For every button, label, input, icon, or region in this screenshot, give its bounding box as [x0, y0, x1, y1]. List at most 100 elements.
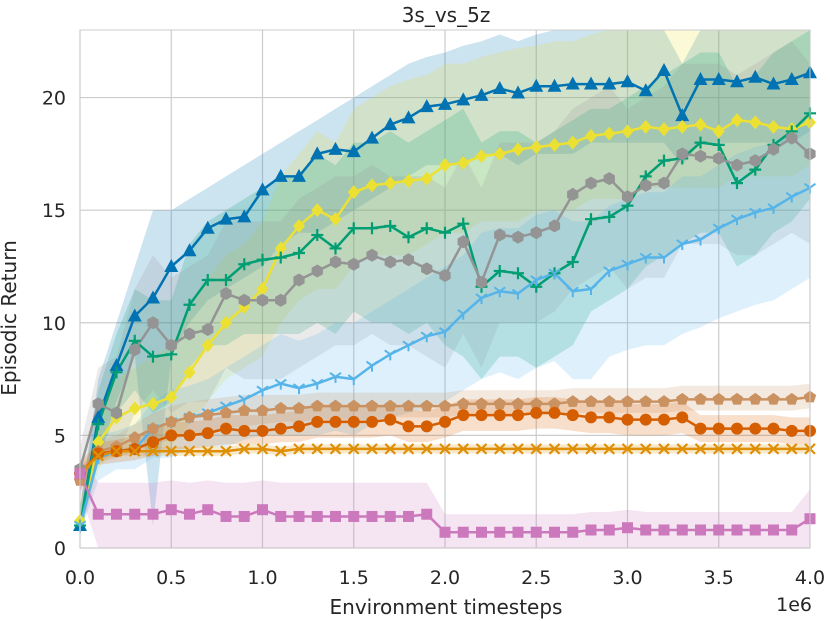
orange-circle-marker: [731, 422, 743, 435]
amber-x-marker: [329, 443, 342, 455]
yellow-diamond-marker: [183, 365, 196, 380]
amber-x-marker: [658, 443, 670, 455]
green-plus-marker: [731, 177, 743, 190]
pink-square-marker: [749, 524, 761, 536]
pink-square-marker: [366, 510, 378, 522]
amber-x-marker: [712, 443, 725, 455]
yellow-diamond-marker: [639, 119, 652, 134]
yellow-diamond-marker: [475, 149, 488, 164]
light-blue-tri-marker: [384, 349, 397, 361]
green-plus-marker: [658, 154, 670, 167]
pink-square-marker: [731, 524, 743, 536]
tan-pentagon-marker: [438, 399, 452, 412]
amber-x-marker: [475, 443, 488, 455]
yellow-diamond-marker: [457, 155, 470, 170]
orange-circle-marker: [183, 429, 196, 442]
tan-pentagon-marker: [694, 392, 707, 405]
orange-circle-marker: [658, 413, 670, 426]
x-axis-label: Environment timesteps: [330, 595, 563, 619]
light-blue-tri-marker: [438, 326, 452, 338]
amber-x-marker: [731, 443, 743, 455]
orange-circle-marker: [548, 406, 561, 419]
grey-hexagon-marker: [731, 158, 743, 172]
amber-x-marker: [92, 449, 105, 462]
orange-circle-marker: [165, 429, 178, 442]
green-plus-band: [80, 30, 810, 537]
pink-square-marker: [111, 508, 122, 520]
grey-hexagon-marker: [786, 131, 798, 145]
yellow-diamond-marker: [749, 115, 762, 130]
pink-square-marker: [184, 508, 195, 520]
amber-x-marker: [493, 443, 506, 455]
amber-x-band: [80, 444, 810, 481]
grey-hexagon-marker: [202, 323, 214, 336]
green-plus-marker: [457, 217, 470, 230]
orange-circle-marker: [201, 427, 214, 440]
grey-hexagon-marker: [183, 327, 196, 341]
plot-frame: [79, 29, 811, 549]
blue-triangle-marker: [383, 117, 398, 131]
blue-triangle-marker: [91, 409, 106, 423]
green-plus-marker: [110, 366, 123, 379]
pink-square-marker: [768, 524, 779, 536]
y-tick-label: 15: [42, 200, 66, 222]
tan-pentagon-marker: [329, 399, 342, 412]
x-tick-labels: 0.0 0.5 1.0 1.5 2.0 2.5 3.0 3.5 4.0: [65, 567, 825, 589]
blue-triangle-marker: [620, 74, 635, 88]
blue-triangle-marker: [492, 81, 507, 95]
light-blue-tri-marker: [639, 252, 652, 264]
pink-square-marker: [293, 510, 305, 522]
orange-circle-marker: [566, 409, 579, 422]
grey-hexagon-marker: [457, 235, 469, 249]
green-plus-marker: [220, 273, 232, 286]
amber-x-marker: [548, 443, 561, 455]
blue-triangle-marker: [127, 308, 142, 322]
grey-hexagon-marker: [220, 287, 232, 300]
blue-triangle-marker: [292, 168, 306, 182]
blue-triangle-marker: [456, 92, 471, 106]
light-blue-tri-marker: [584, 284, 598, 295]
light-blue-tri-marker: [511, 288, 525, 300]
light-blue-tri-marker: [311, 378, 324, 390]
pink-square-marker: [384, 510, 396, 522]
green-plus-marker: [366, 222, 378, 235]
yellow-diamond-marker: [165, 390, 178, 405]
tan-pentagon-marker: [511, 397, 525, 410]
tan-pentagon-marker: [347, 399, 360, 412]
grey-hexagon-marker: [329, 255, 342, 269]
amber-x-marker: [767, 443, 780, 455]
grey-hexagon-marker: [147, 316, 159, 330]
amber-x-marker: [128, 445, 141, 457]
tan-pentagon-marker: [384, 399, 397, 412]
tan-pentagon-marker: [256, 404, 269, 416]
pink-square-marker: [658, 524, 670, 536]
tan-pentagon-marker: [183, 410, 196, 423]
tan-pentagon-marker: [639, 395, 652, 407]
y-tick-label: 5: [54, 425, 66, 447]
amber-x-marker: [384, 443, 397, 455]
green-plus-marker: [347, 222, 360, 235]
yellow-diamond-marker: [676, 119, 689, 134]
blue-triangle-marker: [584, 76, 598, 90]
amber-x-marker: [530, 443, 543, 455]
tan-pentagon-marker: [493, 397, 506, 410]
green-plus-marker: [402, 231, 415, 244]
grey-hexagon-marker: [165, 338, 177, 352]
green-plus-marker: [694, 136, 707, 149]
pink-square-marker: [421, 508, 433, 520]
light-blue-tri-marker: [712, 223, 725, 235]
amber-x-marker: [347, 443, 360, 455]
amber-x-marker: [366, 443, 378, 455]
tan-pentagon-marker: [566, 395, 579, 407]
pink-square-marker: [238, 510, 250, 522]
pink-square-marker: [713, 524, 725, 536]
tan-pentagon-marker: [274, 401, 287, 414]
x-tick-label: 4.0: [795, 567, 825, 589]
x-tick-label: 0.0: [65, 567, 95, 589]
amber-x-marker: [512, 443, 524, 455]
pink-square-marker: [676, 524, 688, 536]
pink-square-marker: [129, 508, 141, 520]
pink-square-marker: [695, 524, 706, 536]
pink-square-marker: [403, 510, 414, 522]
light-blue-tri-marker: [730, 214, 744, 226]
